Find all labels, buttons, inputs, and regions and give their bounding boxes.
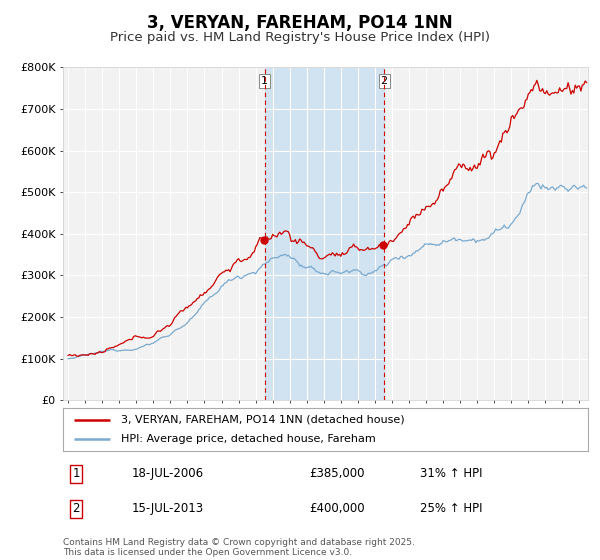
Text: HPI: Average price, detached house, Fareham: HPI: Average price, detached house, Fare… [121, 435, 376, 444]
Text: 2: 2 [73, 502, 80, 515]
Text: 18-JUL-2006: 18-JUL-2006 [131, 468, 203, 480]
Text: 31% ↑ HPI: 31% ↑ HPI [420, 468, 482, 480]
Text: 2: 2 [380, 76, 388, 86]
Point [379, 241, 388, 250]
Text: 3, VERYAN, FAREHAM, PO14 1NN: 3, VERYAN, FAREHAM, PO14 1NN [147, 14, 453, 32]
Text: 3, VERYAN, FAREHAM, PO14 1NN (detached house): 3, VERYAN, FAREHAM, PO14 1NN (detached h… [121, 415, 404, 424]
Text: 1: 1 [73, 468, 80, 480]
Text: 15-JUL-2013: 15-JUL-2013 [131, 502, 203, 515]
Text: £400,000: £400,000 [310, 502, 365, 515]
Text: 1: 1 [262, 76, 268, 86]
Point [259, 236, 269, 245]
Text: Contains HM Land Registry data © Crown copyright and database right 2025.
This d: Contains HM Land Registry data © Crown c… [63, 538, 415, 557]
Text: Price paid vs. HM Land Registry's House Price Index (HPI): Price paid vs. HM Land Registry's House … [110, 31, 490, 44]
Text: £385,000: £385,000 [310, 468, 365, 480]
Text: 25% ↑ HPI: 25% ↑ HPI [420, 502, 482, 515]
Bar [265, 67, 384, 400]
